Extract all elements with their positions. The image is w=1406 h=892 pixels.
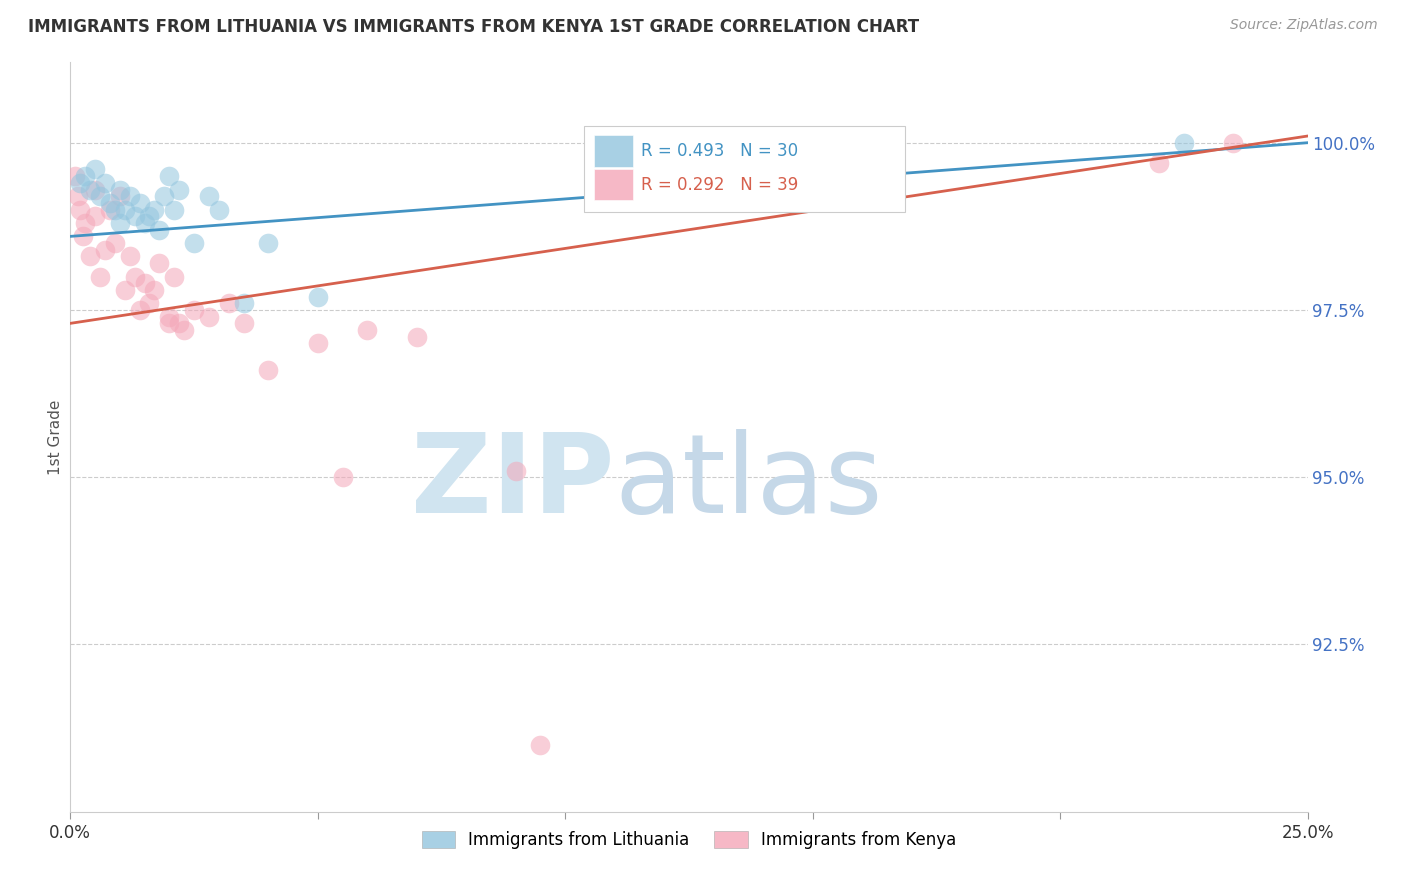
Point xyxy=(307,336,329,351)
Point xyxy=(79,249,101,263)
Text: IMMIGRANTS FROM LITHUANIA VS IMMIGRANTS FROM KENYA 1ST GRADE CORRELATION CHART: IMMIGRANTS FROM LITHUANIA VS IMMIGRANTS … xyxy=(28,18,920,36)
Point xyxy=(1222,136,1244,150)
Text: atlas: atlas xyxy=(614,428,883,535)
Point xyxy=(124,269,146,284)
Point xyxy=(84,162,107,177)
Point xyxy=(167,316,190,330)
Point xyxy=(134,216,156,230)
Point xyxy=(356,323,378,337)
Text: R = 0.493   N = 30: R = 0.493 N = 30 xyxy=(641,142,797,160)
Point xyxy=(157,169,180,183)
FancyBboxPatch shape xyxy=(583,126,905,212)
Point xyxy=(529,738,551,752)
Point xyxy=(114,283,136,297)
Point xyxy=(75,216,97,230)
Point xyxy=(128,195,150,210)
Text: R = 0.292   N = 39: R = 0.292 N = 39 xyxy=(641,176,799,194)
Point xyxy=(167,182,190,196)
Point xyxy=(148,256,170,270)
Point xyxy=(89,269,111,284)
FancyBboxPatch shape xyxy=(593,135,633,167)
Point xyxy=(505,463,527,477)
Point xyxy=(94,176,117,190)
Point xyxy=(163,269,186,284)
Point xyxy=(208,202,231,217)
Point xyxy=(108,189,131,203)
Point xyxy=(143,283,166,297)
Point xyxy=(157,316,180,330)
Point xyxy=(108,216,131,230)
Point xyxy=(173,323,195,337)
Point xyxy=(69,202,91,217)
Point xyxy=(138,209,160,223)
Point xyxy=(332,470,354,484)
Point xyxy=(307,289,329,303)
Point xyxy=(134,276,156,290)
Point xyxy=(218,296,240,310)
Point xyxy=(89,189,111,203)
Point xyxy=(108,182,131,196)
Y-axis label: 1st Grade: 1st Grade xyxy=(48,400,63,475)
Point xyxy=(1173,136,1195,150)
Point xyxy=(163,202,186,217)
Point xyxy=(114,202,136,217)
Text: Source: ZipAtlas.com: Source: ZipAtlas.com xyxy=(1230,18,1378,32)
Point xyxy=(98,202,121,217)
Text: ZIP: ZIP xyxy=(412,428,614,535)
Point xyxy=(257,363,280,377)
Point xyxy=(128,302,150,317)
Point xyxy=(153,189,176,203)
Point xyxy=(118,189,141,203)
Point xyxy=(157,310,180,324)
Point xyxy=(232,296,254,310)
FancyBboxPatch shape xyxy=(593,169,633,201)
Point xyxy=(65,169,87,183)
Point xyxy=(124,209,146,223)
Point xyxy=(84,209,107,223)
Point xyxy=(98,195,121,210)
Point xyxy=(94,243,117,257)
Point xyxy=(183,302,205,317)
Point xyxy=(257,235,280,250)
Point xyxy=(118,249,141,263)
Point xyxy=(84,182,107,196)
Point xyxy=(66,189,89,203)
Point xyxy=(75,169,97,183)
Point xyxy=(198,310,221,324)
Point xyxy=(1147,155,1170,169)
Point xyxy=(405,329,427,343)
Point xyxy=(143,202,166,217)
Point xyxy=(232,316,254,330)
Point xyxy=(79,182,101,196)
Point xyxy=(138,296,160,310)
Point xyxy=(69,176,91,190)
Point xyxy=(104,202,127,217)
Point xyxy=(104,235,127,250)
Point xyxy=(72,229,94,244)
Point xyxy=(148,222,170,236)
Legend: Immigrants from Lithuania, Immigrants from Kenya: Immigrants from Lithuania, Immigrants fr… xyxy=(415,824,963,855)
Point xyxy=(652,155,675,169)
Point xyxy=(198,189,221,203)
Point xyxy=(183,235,205,250)
